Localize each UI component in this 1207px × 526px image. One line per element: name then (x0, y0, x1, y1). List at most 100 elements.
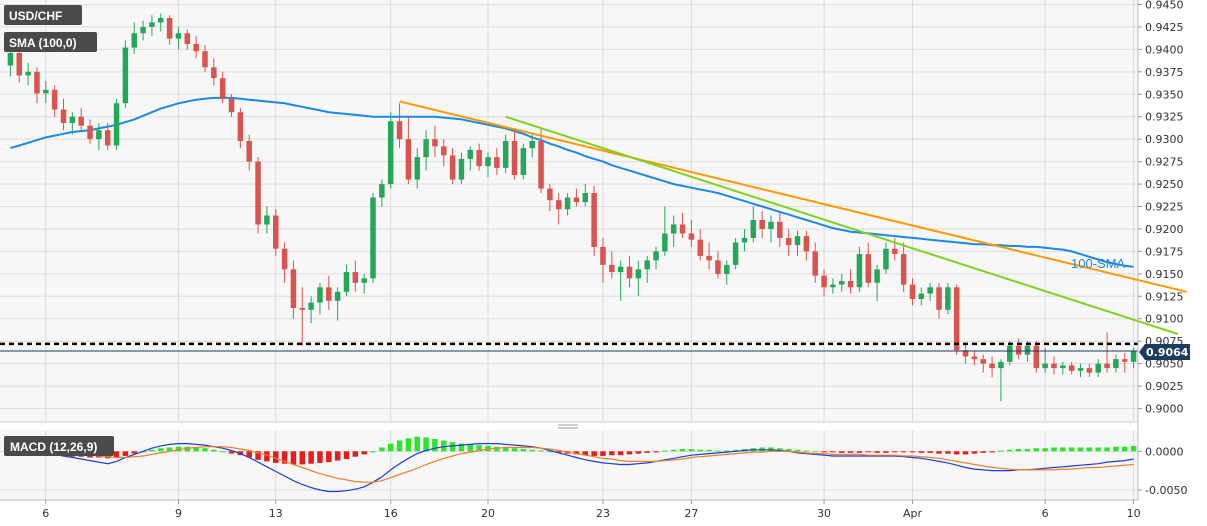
candle-body (246, 140, 252, 162)
candle (617, 260, 624, 301)
candle (794, 230, 801, 256)
candle (768, 215, 774, 243)
candle-body (423, 139, 429, 158)
candle-body (43, 89, 49, 94)
candle-body (989, 363, 995, 369)
macd-histogram-bar (441, 440, 447, 452)
macd-histogram-bar (785, 449, 792, 452)
pane-resize-handle[interactable] (558, 424, 578, 429)
candle-body (1042, 363, 1048, 369)
candle-body (856, 254, 863, 288)
candle (299, 287, 306, 346)
candle (96, 123, 102, 150)
candle-body (361, 278, 367, 283)
candle (803, 230, 810, 261)
macd-histogram-bar (387, 443, 394, 452)
candle (520, 143, 527, 180)
candle (998, 359, 1004, 402)
current-price-text: 0.90641 (1146, 346, 1196, 359)
candle (423, 130, 429, 171)
candle-body (953, 287, 960, 351)
macd-histogram-bar (211, 449, 217, 452)
candle-body (96, 130, 102, 140)
candle-body (405, 139, 412, 180)
macd-histogram-bar (918, 451, 925, 453)
candle (838, 273, 845, 292)
candle-body (847, 281, 854, 288)
candle-body (219, 78, 226, 99)
macd-histogram-bar (821, 451, 827, 453)
macd-histogram-bar (1086, 447, 1093, 452)
candle (529, 134, 535, 158)
candle-body (202, 51, 208, 68)
candle-body (555, 200, 562, 210)
candle-body (264, 215, 270, 225)
grid (0, 0, 1138, 500)
candle-body (379, 184, 385, 198)
candle-body (184, 33, 191, 44)
candle (1086, 363, 1093, 378)
candle-body (494, 157, 500, 168)
candle-body (51, 89, 58, 110)
y-tick-label: 0.9025 (1145, 380, 1184, 393)
macd-histogram-bar (219, 451, 226, 453)
macd-histogram-bar (830, 451, 836, 453)
candle-body (166, 17, 173, 39)
macd-histogram-bar (255, 451, 261, 460)
macd-histogram-bar (573, 451, 580, 455)
candle-body (69, 116, 76, 124)
candle (432, 125, 438, 158)
candle-body (1121, 359, 1128, 362)
candle (458, 152, 465, 185)
candle (51, 85, 58, 117)
candle (104, 123, 111, 150)
candle (1042, 347, 1048, 373)
macd-histogram-bar (688, 449, 695, 452)
candle (1095, 359, 1101, 378)
macd-histogram-bar (989, 451, 995, 453)
candle-body (343, 272, 350, 292)
candle-body (1015, 345, 1022, 355)
candle-body (511, 140, 518, 176)
candle (131, 22, 137, 54)
candle (193, 35, 199, 59)
macd-histogram-bar (529, 449, 535, 452)
candle-body (237, 112, 244, 141)
candle (830, 278, 836, 294)
candle (290, 260, 297, 319)
macd-histogram-bar (998, 450, 1004, 452)
macd-histogram-bar (1015, 449, 1022, 452)
candle-body (1007, 345, 1013, 362)
candle (511, 130, 518, 180)
candle-body (715, 260, 721, 274)
candle-body (476, 149, 482, 167)
candle-body (927, 287, 933, 294)
candle-body (732, 242, 739, 265)
macd-histogram-bar (343, 451, 350, 460)
candle (900, 242, 907, 292)
candle-body (520, 148, 527, 176)
macd-histogram-bar (706, 449, 712, 452)
indicator-label[interactable]: SMA (100,0) (4, 32, 97, 52)
macd-histogram-bar (396, 440, 403, 452)
macd-histogram-bar (555, 451, 562, 453)
x-tick-label: 20 (481, 507, 495, 520)
macd-histogram-bar (511, 448, 518, 452)
macd-histogram-bar (847, 451, 854, 453)
macd-histogram-bar (414, 436, 420, 452)
candle (326, 275, 332, 310)
candle (202, 44, 208, 72)
x-tick-label: 27 (684, 507, 698, 520)
main-plot-bg (0, 0, 1138, 422)
macd-histogram-bar (838, 451, 845, 453)
candle (547, 184, 553, 211)
macd-label[interactable]: MACD (12,26,9) (4, 436, 114, 456)
candle (626, 255, 633, 288)
candle (246, 134, 252, 171)
macd-histogram-bar (1095, 447, 1101, 452)
macd-histogram-bar (892, 451, 898, 453)
candle-body (538, 140, 544, 189)
sma-100-line (10, 96, 1134, 268)
candle (467, 146, 474, 171)
macd-histogram-bar (812, 451, 818, 453)
